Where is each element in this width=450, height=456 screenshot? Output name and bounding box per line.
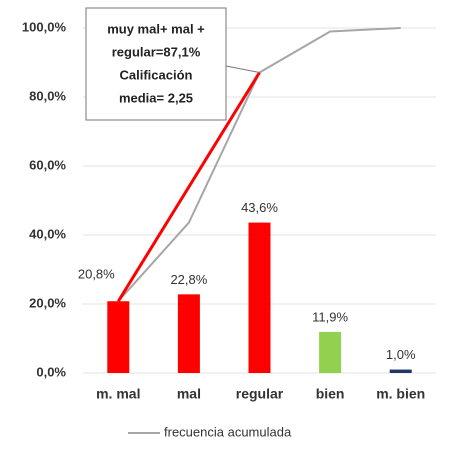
- bar: [107, 301, 130, 373]
- x-tick-label: m. bien: [376, 386, 425, 402]
- annotation-connector: [225, 65, 260, 73]
- y-tick-label: 40,0%: [29, 226, 66, 241]
- x-tick-label: m. mal: [96, 386, 140, 402]
- annotation-line: [117, 71, 261, 303]
- bar: [248, 222, 271, 373]
- annotation-text: Calificación: [120, 67, 193, 82]
- x-tick-label: mal: [177, 386, 201, 402]
- data-label: 22,8%: [170, 272, 207, 287]
- y-tick-label: 20,0%: [29, 295, 66, 310]
- annotation-text: muy mal+ mal +: [107, 21, 205, 36]
- data-label: 43,6%: [241, 200, 278, 215]
- bar: [389, 369, 412, 373]
- bar: [319, 331, 342, 373]
- legend-label: frecuencia acumulada: [164, 424, 292, 439]
- y-tick-label: 60,0%: [29, 157, 66, 172]
- data-label: 11,9%: [312, 309, 348, 324]
- y-tick-label: 100,0%: [22, 19, 67, 34]
- x-tick-label: regular: [236, 386, 284, 402]
- y-tick-label: 0,0%: [36, 364, 66, 379]
- annotation-box: [85, 7, 227, 121]
- x-tick-label: bien: [316, 386, 345, 402]
- data-label: 1,0%: [386, 347, 416, 362]
- data-label: 20,8%: [78, 267, 115, 282]
- y-tick-label: 80,0%: [29, 88, 66, 103]
- bar: [177, 294, 200, 373]
- annotation-text: media= 2,25: [119, 90, 193, 105]
- annotation-text: regular=87,1%: [112, 44, 201, 59]
